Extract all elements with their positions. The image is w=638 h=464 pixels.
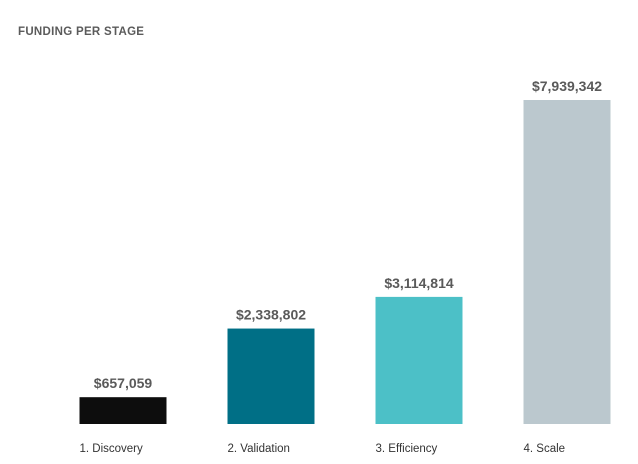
bar-2 (227, 328, 315, 424)
bar-1 (79, 397, 167, 424)
value-label-3: $3,114,814 (384, 275, 454, 291)
bar-4 (523, 100, 611, 424)
category-label-3: 3. Efficiency (376, 443, 438, 455)
category-label-2: 2. Validation (228, 443, 290, 455)
category-label-4: 4. Scale (524, 443, 566, 455)
chart-title: FUNDING PER STAGE (18, 26, 145, 38)
category-label-1: 1. Discovery (80, 443, 144, 455)
value-label-1: $657,059 (94, 375, 153, 391)
value-label-2: $2,338,802 (236, 307, 306, 323)
value-label-4: $7,939,342 (532, 78, 602, 94)
bar-3 (375, 296, 463, 424)
